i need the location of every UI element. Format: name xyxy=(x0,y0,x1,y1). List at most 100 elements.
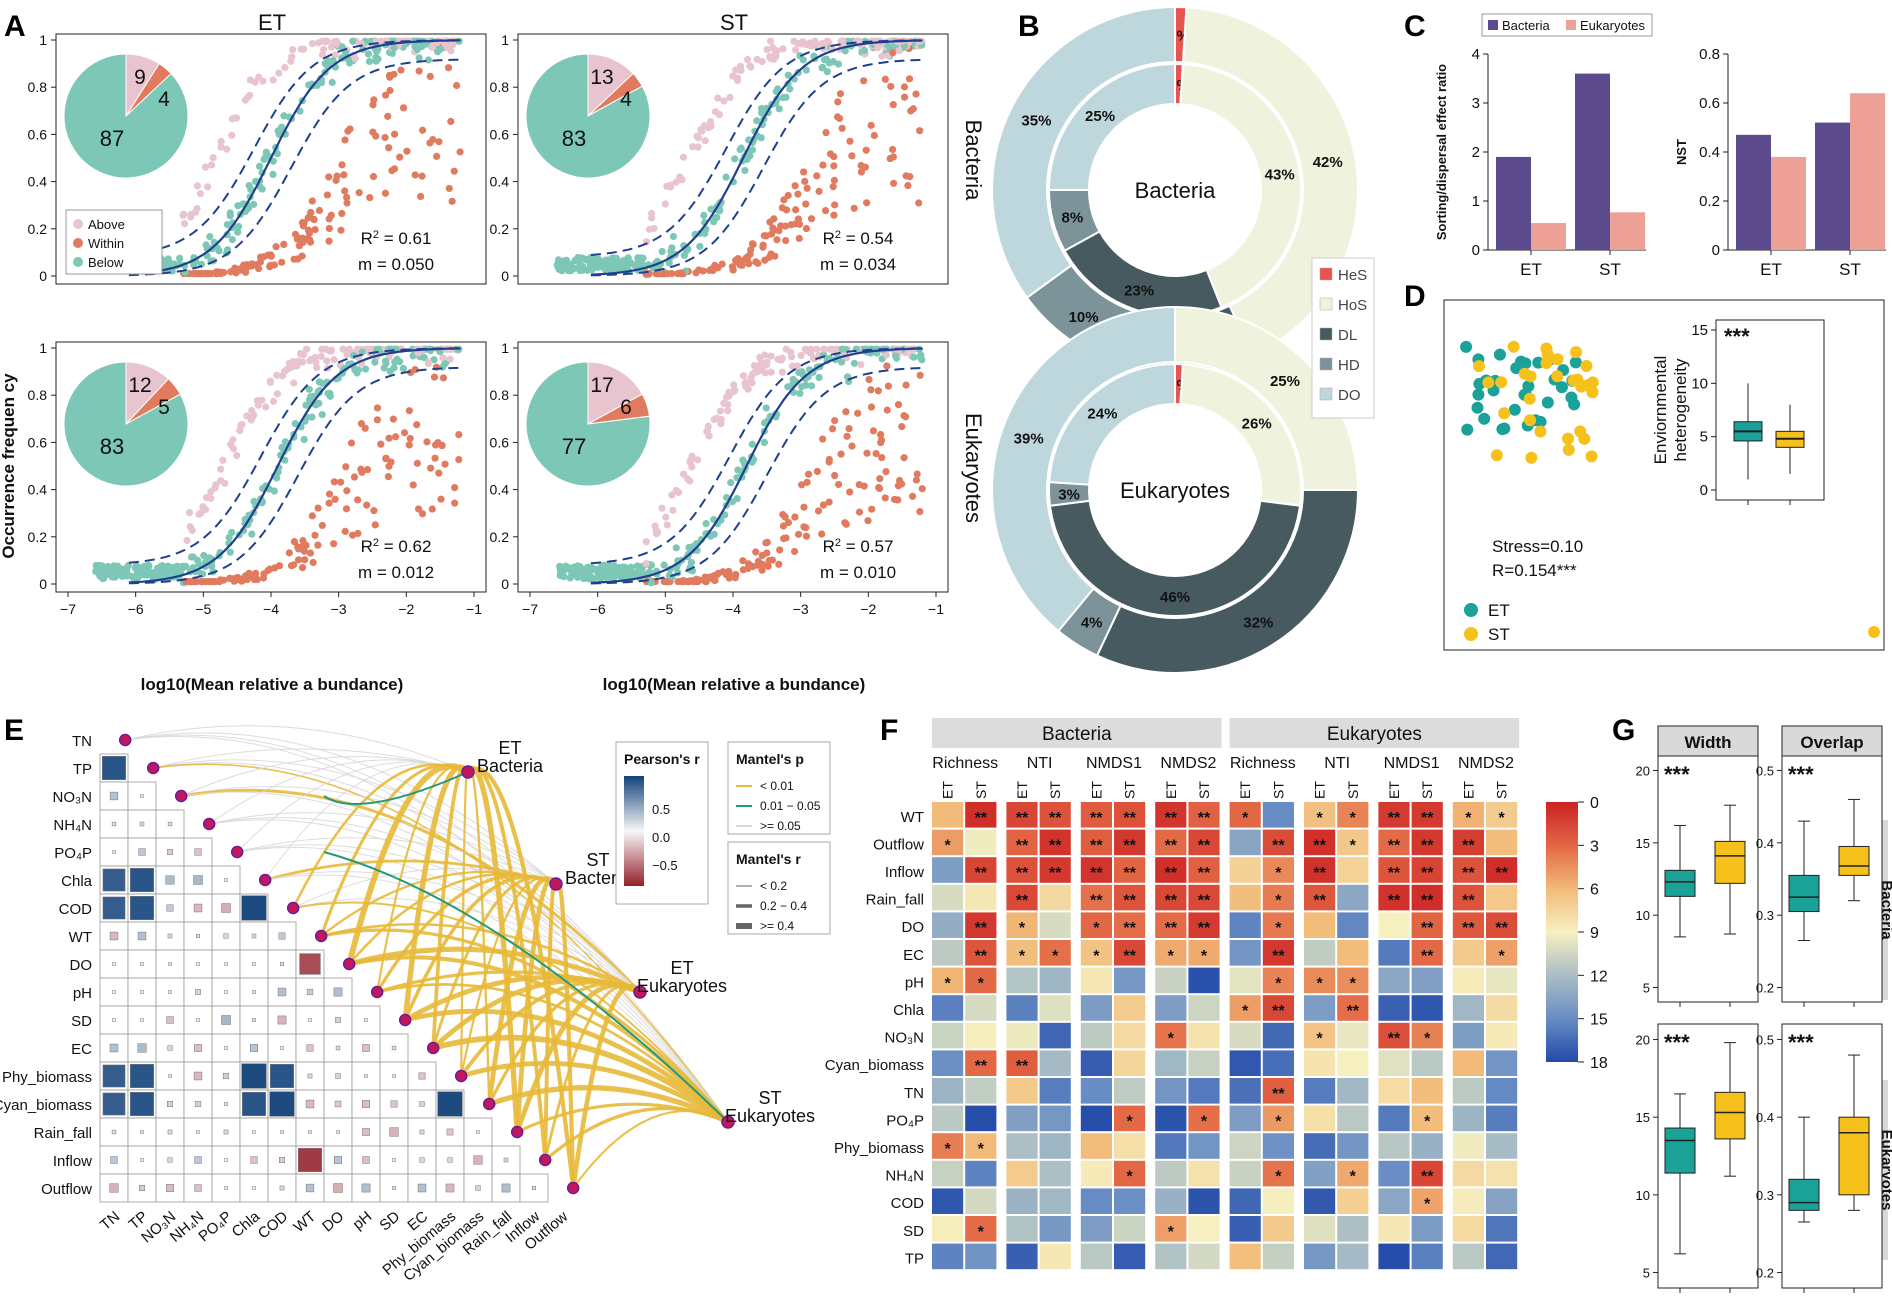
data-point xyxy=(215,247,223,255)
point-st xyxy=(1580,360,1593,373)
significance-mark: * xyxy=(1242,1003,1249,1020)
correlation-square xyxy=(250,1044,258,1052)
y-tick-label: 0.8 xyxy=(28,79,48,95)
heatmap-cell xyxy=(1304,1133,1336,1159)
data-point xyxy=(758,551,766,560)
significance-mark: * xyxy=(944,1141,951,1158)
data-point xyxy=(710,416,718,424)
point-et xyxy=(1534,415,1547,428)
data-point xyxy=(355,189,363,197)
heatmap-cell xyxy=(1229,995,1261,1021)
x-axis-title-st: log10(Mean relative a bundance) xyxy=(603,675,866,694)
point-et xyxy=(1522,380,1535,393)
heatmap-cell xyxy=(1337,857,1369,883)
data-point xyxy=(828,425,837,433)
data-point xyxy=(300,435,308,444)
r2-symbol: R xyxy=(823,537,835,556)
data-point xyxy=(818,64,826,72)
data-point xyxy=(179,211,187,219)
sub-label: ET xyxy=(1088,781,1104,799)
metric-label-nmds1: NMDS1 xyxy=(1086,755,1142,772)
target-label-line2: Bacteria xyxy=(477,756,544,776)
significance-mark: * xyxy=(1275,1169,1282,1186)
data-point xyxy=(217,465,225,473)
y-tick-label: 5 xyxy=(1643,1265,1650,1280)
data-point xyxy=(860,46,869,55)
heatmap-cell xyxy=(1039,995,1071,1021)
data-point xyxy=(262,148,270,156)
col-label-wt: WT xyxy=(290,1208,319,1236)
heatmap-cell xyxy=(1229,1105,1261,1132)
data-point xyxy=(837,450,845,458)
data-point xyxy=(574,562,582,570)
heatmap-cell xyxy=(1262,829,1294,856)
correlation-square xyxy=(305,1183,315,1193)
heatmap-cell xyxy=(1114,1078,1146,1104)
heatmap-cell xyxy=(1262,1105,1294,1132)
data-point xyxy=(309,558,317,567)
data-point xyxy=(247,185,255,194)
heatmap-cell xyxy=(1304,829,1336,856)
legend-swatch-below xyxy=(73,257,83,267)
heatmap-cell xyxy=(1452,857,1484,883)
data-point xyxy=(343,199,351,207)
data-point xyxy=(144,567,152,576)
heatmap-cell xyxy=(1006,884,1038,911)
data-point xyxy=(748,379,756,387)
correlation-square xyxy=(167,821,173,827)
data-point xyxy=(711,576,719,585)
heatmap-cell xyxy=(1411,1078,1443,1104)
data-point xyxy=(340,171,348,179)
data-point xyxy=(325,173,333,181)
correlation-square xyxy=(362,1156,370,1164)
heatmap-cell xyxy=(1486,1022,1518,1049)
heatmap-cell xyxy=(1486,940,1518,966)
correlation-square xyxy=(111,821,117,827)
data-point xyxy=(803,478,811,486)
heatmap-cell xyxy=(1337,1188,1369,1214)
data-point xyxy=(676,173,684,181)
heatmap-cell xyxy=(1262,967,1294,994)
correlation-square xyxy=(196,1130,200,1134)
data-point xyxy=(357,420,366,428)
data-point xyxy=(769,224,777,232)
data-point xyxy=(280,367,289,376)
legend-label-hd: HD xyxy=(1338,357,1360,374)
y-tick-label: 0 xyxy=(501,576,509,592)
variable-node xyxy=(538,1153,552,1167)
data-point xyxy=(390,364,398,372)
data-point xyxy=(250,497,258,506)
box xyxy=(1714,840,1746,884)
correlation-square xyxy=(140,794,144,798)
data-point xyxy=(212,480,220,489)
metric-label-richness: Richness xyxy=(932,755,998,772)
correlation-square xyxy=(140,962,144,966)
pie-label-above: 12 xyxy=(128,374,151,397)
data-point xyxy=(667,181,675,189)
y-tick-label: 20 xyxy=(1636,1033,1650,1048)
data-point xyxy=(354,366,363,374)
data-point xyxy=(774,355,782,363)
row-label-outflow: Outflow xyxy=(41,1181,92,1198)
heatmap-cell xyxy=(965,1022,997,1049)
target-label-line2: Bacteria xyxy=(565,868,632,888)
legend-label-dl: DL xyxy=(1338,327,1357,344)
pearson-colorbar xyxy=(624,776,644,886)
data-point xyxy=(669,506,677,514)
data-point xyxy=(665,259,673,267)
data-point xyxy=(687,558,695,567)
correlation-square xyxy=(335,1073,341,1079)
point-st xyxy=(1482,376,1495,389)
data-point xyxy=(773,85,782,93)
data-point xyxy=(720,399,728,407)
pie-label-above: 13 xyxy=(590,66,613,89)
correlation-square xyxy=(306,988,314,996)
data-point xyxy=(733,76,742,85)
data-point xyxy=(792,206,800,214)
sub-label: ET xyxy=(1386,781,1402,799)
r2-label: R2 = 0.62 xyxy=(361,537,432,556)
data-point xyxy=(818,530,826,538)
y-tick-label: 1 xyxy=(39,340,47,356)
significance-mark: ** xyxy=(1090,810,1103,827)
facet-frame xyxy=(55,33,487,285)
